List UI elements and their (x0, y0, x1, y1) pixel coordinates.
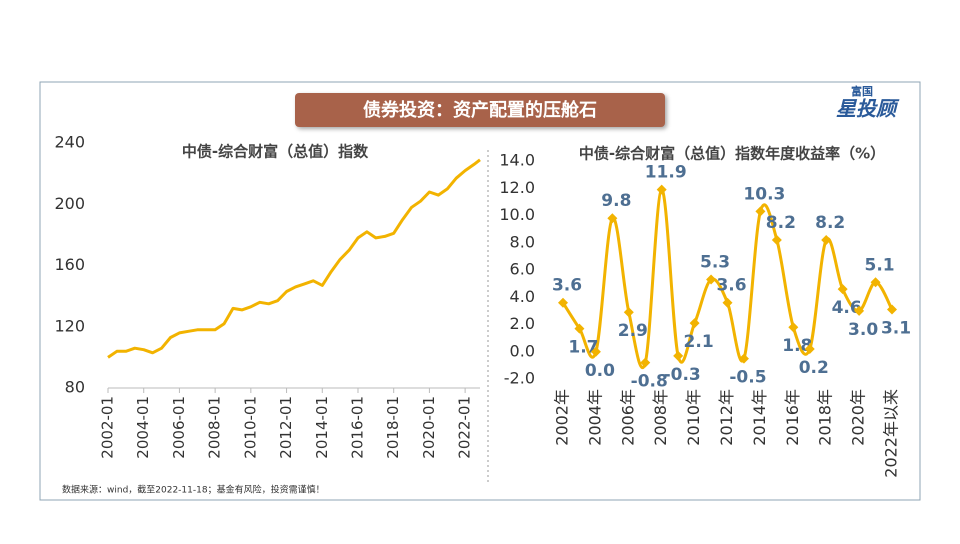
x-tick-label: 2016-01 (348, 396, 366, 459)
page-title: 债券投资：资产配置的压舱石 (363, 99, 597, 121)
marker (689, 318, 700, 329)
data-label: 9.8 (601, 191, 631, 211)
x-tick-label: 2016年 (783, 389, 802, 446)
x-tick-label: 2010年 (684, 389, 703, 446)
y-tick-label: 8.0 (510, 232, 535, 251)
y-tick-label: 200 (54, 194, 85, 213)
title-banner (295, 93, 665, 127)
y-tick-label: 2.0 (510, 314, 535, 333)
y-tick-label: -2.0 (504, 369, 535, 388)
marker (887, 304, 897, 315)
x-tick-label: 2008年 (651, 389, 670, 446)
data-label: 1.7 (568, 338, 598, 358)
data-label: 0.2 (799, 358, 829, 378)
marker (706, 274, 717, 285)
y-tick-label: 4.0 (510, 287, 535, 306)
marker (771, 235, 782, 246)
y-tick-label: 14.0 (499, 151, 535, 170)
index-line (107, 158, 481, 359)
y-tick-label: 6.0 (510, 260, 535, 279)
marker (870, 277, 881, 288)
x-tick-label: 2020-01 (420, 396, 438, 459)
marker (623, 307, 634, 318)
logo-main: 星投顾 (836, 97, 900, 121)
data-label: 3.6 (716, 276, 746, 296)
marker (722, 297, 733, 308)
x-tick-label: 2018-01 (384, 396, 402, 459)
data-label: -0.5 (729, 368, 766, 388)
marker (788, 322, 799, 333)
x-tick-label: 2006-01 (170, 396, 188, 459)
marker (558, 297, 568, 308)
x-tick-label: 2022-01 (456, 396, 474, 459)
data-label: -0.8 (631, 372, 668, 392)
data-label: 2.9 (618, 321, 648, 341)
chart-title: 中债-综合财富（总值）指数年度收益率（%） (579, 145, 885, 163)
x-tick-label: 2004-01 (134, 396, 152, 459)
data-label: 10.3 (743, 184, 785, 204)
marker (574, 323, 585, 334)
frame (39, 81, 921, 501)
logo-small: 富国 (851, 84, 873, 98)
data-label: 3.6 (552, 276, 582, 296)
x-tick-label: 2012-01 (277, 396, 295, 459)
data-label: 3.0 (848, 320, 878, 340)
x-tick-label: 2012年 (717, 389, 736, 446)
data-label: 8.2 (766, 213, 796, 233)
source-note: 数据来源：wind，截至2022-11-18；基金有风险，投资需谨慎！ (62, 484, 325, 496)
y-tick-label: 120 (54, 316, 85, 335)
data-label: 11.9 (645, 163, 687, 183)
data-label: 1.8 (782, 336, 812, 356)
data-label: 2.1 (684, 332, 714, 352)
marker (640, 357, 651, 368)
marker (755, 206, 766, 217)
x-tick-label: 2002-01 (99, 396, 117, 459)
y-tick-label: 12.0 (499, 178, 535, 197)
x-tick-label: 2008-01 (206, 396, 224, 459)
y-tick-label: 10.0 (499, 205, 535, 224)
y-tick-label: 160 (54, 255, 85, 274)
marker (656, 184, 667, 195)
marker (821, 235, 832, 246)
x-tick-label: 2014-01 (313, 396, 331, 459)
data-label: 4.6 (832, 298, 862, 318)
x-tick-label: 2002年 (553, 389, 572, 446)
y-tick-label: 0.0 (510, 341, 535, 360)
marker (854, 305, 865, 316)
data-label: 5.1 (864, 255, 894, 275)
data-label: 0.0 (585, 361, 615, 381)
chart-title: 中债-综合财富（总值）指数 (182, 143, 369, 161)
x-tick-label: 2018年 (816, 389, 835, 446)
x-tick-label: 2022年以来 (882, 389, 901, 478)
marker (837, 284, 848, 295)
y-tick-label: 80 (65, 378, 85, 397)
x-tick-label: 2020年 (849, 389, 868, 446)
x-tick-label: 2004年 (585, 389, 604, 446)
x-tick-label: 2010-01 (241, 396, 259, 459)
marker (607, 213, 618, 224)
data-label: 5.3 (700, 253, 730, 273)
marker (673, 350, 684, 361)
data-label: 8.2 (815, 213, 845, 233)
x-tick-label: 2006年 (618, 389, 637, 446)
marker (738, 353, 749, 364)
x-tick-label: 2014年 (750, 389, 769, 446)
data-label: -0.3 (664, 365, 701, 385)
marker (590, 346, 601, 357)
marker (804, 344, 815, 355)
data-label: 3.1 (881, 319, 911, 339)
y-tick-label: 240 (54, 133, 85, 152)
